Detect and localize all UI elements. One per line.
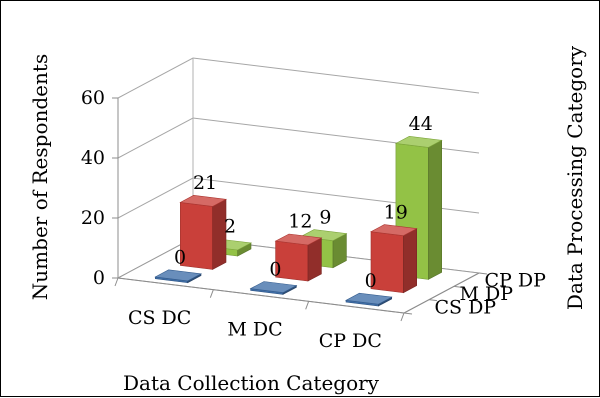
bar-cs-dp-cs-dc: [154, 269, 202, 284]
depth-tick-label: CS DP: [434, 296, 496, 318]
bar-m-dp-cs-dc: [179, 194, 227, 270]
depth-tick-mark: [403, 312, 413, 315]
depth-tick-label: M DP: [459, 283, 513, 305]
data-label: 19: [384, 201, 408, 223]
x-tick-mark: [305, 301, 310, 310]
data-label: 12: [288, 211, 312, 233]
bar-cs-dp-m-dc: [249, 281, 298, 295]
x-tick-mark: [400, 312, 405, 322]
y-tick-label: 0: [93, 267, 105, 289]
x-tick-mark: [209, 289, 214, 298]
data-label: 0: [269, 258, 281, 280]
data-label: 21: [193, 172, 217, 194]
data-label: 44: [409, 113, 433, 135]
data-label: 0: [365, 270, 377, 292]
x-tick-label: CS DC: [128, 307, 191, 329]
depth-tick-mark: [453, 285, 463, 288]
x-axis-title: Data Collection Category: [123, 371, 380, 395]
data-label: 9: [319, 206, 331, 228]
bar-m-dp-cp-dc: [370, 224, 418, 294]
x-axis-ticks: CS DC M DC CP DC: [114, 277, 405, 352]
y-tick-label: 60: [81, 87, 105, 109]
y-axis-ticks: 0 20 40 60: [81, 87, 118, 289]
bar-cp-dp-cp-dc: [394, 135, 443, 280]
x-tick-label: M DC: [227, 319, 282, 341]
y-tick-label: 40: [81, 147, 105, 169]
y-tick-label: 20: [81, 207, 105, 229]
y-axis-title: Number of Respondents: [28, 54, 52, 300]
data-label: 2: [224, 216, 236, 238]
depth-tick-mark: [478, 272, 488, 275]
depth-axis-title: Data Processing Category: [563, 45, 587, 310]
bar-cs-dp-cp-dc: [345, 292, 393, 307]
gridline: [117, 57, 480, 99]
bar-m-dp-m-dc: [274, 233, 323, 282]
data-label: 0: [174, 247, 186, 269]
x-tick-label: CP DC: [319, 330, 382, 352]
x-axis-line: [117, 277, 405, 314]
depth-axis-line: [403, 272, 480, 314]
data-labels: 2 9 44 21 12 19 0 0 0: [174, 113, 433, 292]
bars: [154, 135, 443, 307]
x-tick-mark: [114, 277, 119, 287]
depth-tick-mark: [428, 299, 438, 302]
depth-tick-label: CP DP: [484, 270, 546, 292]
